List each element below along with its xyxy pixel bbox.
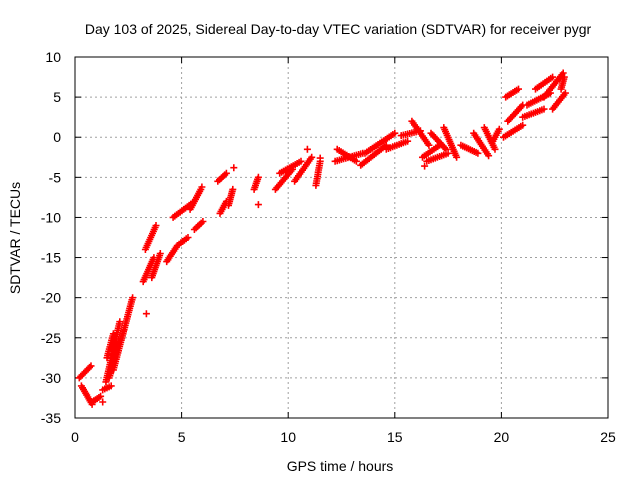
x-tick-label: 10 [280,429,296,445]
x-axis-label: GPS time / hours [287,458,394,474]
series-sdtvar-markers [75,69,569,408]
y-axis-ticks: -35 -30 -25 -20 -15 -10 -5 0 5 10 [41,49,608,426]
y-tick-label: 0 [53,129,61,145]
y-tick-label: -25 [41,330,61,346]
y-tick-label: -15 [41,250,61,266]
x-tick-label: 15 [387,429,403,445]
y-tick-label: 10 [45,49,61,65]
x-tick-label: 5 [178,429,186,445]
x-tick-label: 0 [71,429,79,445]
x-tick-label: 25 [600,429,616,445]
y-tick-label: 5 [53,89,61,105]
y-tick-label: -5 [49,169,62,185]
y-tick-label: -20 [41,290,61,306]
y-tick-label: -35 [41,410,61,426]
chart-title: Day 103 of 2025, Sidereal Day-to-day VTE… [85,21,592,37]
y-tick-label: -10 [41,209,61,225]
grid-lines [75,57,608,418]
y-axis-label: SDTVAR / TECUs [7,182,23,294]
x-tick-label: 20 [494,429,510,445]
plot-frame [74,56,609,419]
data-series-sdtvar [75,69,569,408]
y-tick-label: -30 [41,370,61,386]
x-axis-ticks: 0 5 10 15 20 25 [71,57,616,445]
